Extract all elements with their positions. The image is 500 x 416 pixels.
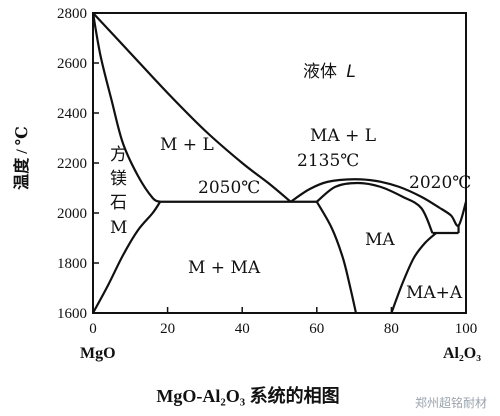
region-label-ma-l: MA + L	[310, 126, 376, 146]
x-tick-label: 40	[235, 321, 250, 337]
temp-label-2020: 2020℃	[409, 173, 471, 193]
region-label-m-ma: M + MA	[188, 258, 261, 278]
region-label-periclase-4: M	[110, 218, 127, 238]
y-tick-label: 2400	[57, 106, 87, 122]
y-axis-label: 温度 / ℃	[12, 126, 31, 191]
region-label-liquid: 液体 L	[303, 62, 356, 82]
y-tick-label: 2000	[57, 206, 87, 222]
y-tick-label: 1800	[57, 256, 87, 272]
region-label-periclase-3: 石	[110, 193, 127, 213]
phase-boundaries	[93, 13, 466, 313]
x-tick-label: 20	[160, 321, 175, 337]
region-label-ma: MA	[365, 230, 395, 250]
x-axis-right-label: Al₂O₃	[443, 345, 481, 362]
temp-label-2050: 2050℃	[198, 178, 260, 198]
region-label-periclase-1: 方	[110, 145, 127, 165]
x-axis-left-label: MgO	[80, 345, 116, 362]
y-tick-label: 2800	[57, 6, 87, 22]
x-tick-label: 60	[309, 321, 324, 337]
region-label-ma-a: MA+A	[406, 283, 463, 303]
curve-ma-left-boundary	[317, 202, 356, 313]
x-tick-label: 0	[89, 321, 97, 337]
watermark: 郑州超铭耐材	[415, 395, 487, 410]
y-tick-label: 2200	[57, 156, 87, 172]
x-tick-label: 100	[455, 321, 478, 337]
x-tick-label: 80	[384, 321, 399, 337]
y-tick-label: 2600	[57, 56, 87, 72]
region-label-periclase-2: 镁	[110, 169, 127, 189]
curve-liquidus-alumina	[440, 202, 466, 226]
y-tick-label: 1600	[57, 306, 87, 322]
region-label-m-l: M + L	[160, 135, 214, 155]
figure-caption: MgO-Al₂O₃ 系统的相图	[156, 385, 339, 406]
temp-label-2135: 2135℃	[297, 151, 359, 171]
